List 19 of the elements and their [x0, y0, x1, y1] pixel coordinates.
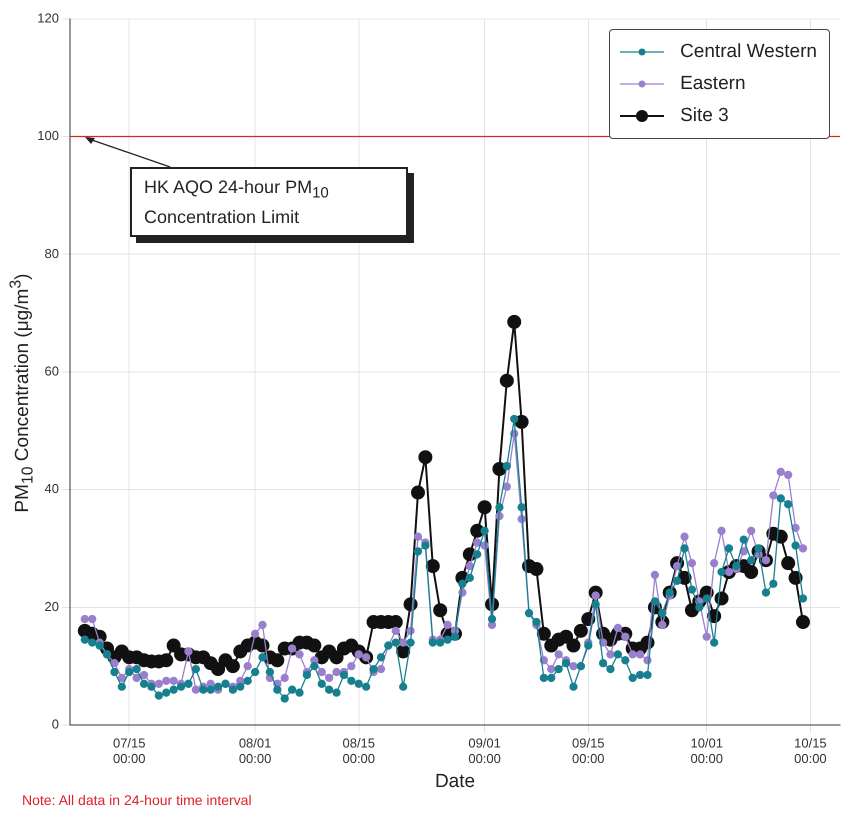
x-tick-label: 10/15 00:00 [794, 735, 827, 766]
text: Note: All data in 24-hour time interval [22, 792, 252, 808]
y-tick-label: 80 [44, 246, 59, 261]
x-tick-label: 07/15 00:00 [112, 735, 146, 766]
legend-label: Site 3 [680, 104, 729, 127]
x-tick-label: 10/01 00:00 [690, 735, 724, 766]
y-tick-label: 40 [44, 481, 59, 496]
y-tick-label: 100 [37, 128, 59, 144]
x-tick-label: 09/15 00:00 [572, 735, 605, 766]
y-tick-label: 120 [37, 10, 59, 26]
legend-label: Eastern [680, 72, 746, 95]
legend-label: Central Western [680, 40, 817, 63]
x-axis-title: Date [434, 770, 476, 792]
x-tick-label: 09/01 00:00 [468, 735, 501, 766]
x-tick-label: 08/01 00:00 [238, 735, 272, 766]
y-tick-label: 0 [52, 716, 59, 732]
y-tick-label: 60 [44, 363, 59, 378]
y-tick-label: 20 [44, 598, 59, 614]
x-tick-label: 08/15 00:00 [342, 735, 376, 766]
